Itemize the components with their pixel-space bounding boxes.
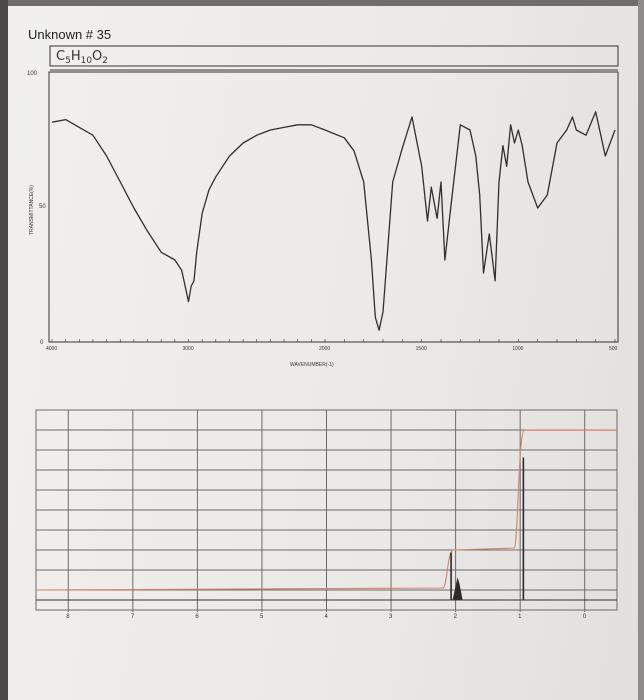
nmr-integral-curve	[35, 429, 617, 591]
ir-transmittance-curve	[51, 111, 616, 331]
ir-y-tick-50: 50	[39, 204, 46, 210]
unknown-title: Unknown # 35	[28, 27, 111, 42]
nmr-peaks	[450, 457, 525, 600]
nmr-x-tick-label: 2	[454, 614, 458, 620]
nmr-x-tick-label: 6	[195, 614, 199, 620]
ir-y-tick-0: 0	[40, 340, 44, 346]
nmr-x-tick-label: 5	[260, 614, 264, 620]
photo-background-right	[638, 0, 644, 700]
nmr-x-tick-label: 1	[518, 614, 522, 620]
ir-x-ticks: 4000 3000 2000 1500 1000 500	[46, 339, 618, 352]
formula-box	[49, 45, 619, 67]
nmr-grid	[36, 410, 617, 612]
ir-plot-frame	[48, 71, 619, 343]
ir-x-tick-label: 1000	[512, 346, 523, 352]
ir-x-tick-label: 2000	[319, 346, 330, 352]
nmr-x-tick-label: 3	[389, 614, 393, 620]
nmr-x-tick-label: 0	[583, 614, 587, 620]
nmr-x-ticks: 8 7 6 5 4 3 2 1 0	[66, 614, 586, 620]
ir-x-tick-label: 4000	[46, 346, 57, 352]
nmr-x-tick-label: 7	[131, 614, 135, 620]
ir-x-tick-label: 500	[609, 346, 618, 352]
nmr-x-tick-label: 8	[66, 614, 70, 620]
photo-background-left	[0, 0, 8, 700]
nmr-peak	[452, 577, 463, 600]
molecular-formula: C5H10O2	[56, 49, 108, 66]
ir-x-axis-label: WAVENUMBER(-1)	[290, 362, 334, 368]
ir-x-tick-label: 1500	[416, 346, 427, 352]
ir-y-tick-100: 100	[27, 71, 38, 77]
ir-y-axis-label: TRANSMITTANCE(%)	[29, 185, 35, 235]
nmr-x-tick-label: 4	[325, 614, 329, 620]
ir-x-tick-label: 3000	[183, 346, 194, 352]
